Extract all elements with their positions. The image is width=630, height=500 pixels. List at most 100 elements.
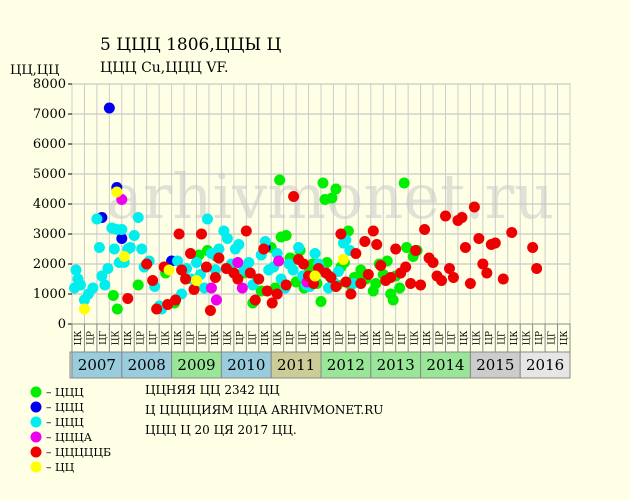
quarter-label: ЦР xyxy=(535,331,545,345)
quarter-label: ЦК xyxy=(311,331,321,346)
year-cell xyxy=(270,351,322,379)
data-point xyxy=(298,258,310,270)
quarter-label: ЦК xyxy=(174,331,184,346)
quarter-label: ЦК xyxy=(224,331,234,346)
year-cell xyxy=(171,351,222,379)
data-point xyxy=(359,236,371,247)
quarter-label: ЦР xyxy=(87,331,97,345)
data-point xyxy=(91,213,103,225)
y-tick-label: 1000 xyxy=(33,287,66,302)
data-point xyxy=(103,102,115,114)
data-point xyxy=(355,278,367,289)
legend-label: – ЦЦЦЦЦБ xyxy=(46,446,111,459)
data-point xyxy=(464,278,476,289)
data-point xyxy=(261,285,273,297)
data-point xyxy=(243,257,255,268)
data-point xyxy=(330,281,342,292)
data-point xyxy=(185,248,197,259)
data-point xyxy=(213,252,225,264)
data-point xyxy=(350,248,362,259)
chart-title: 5 ЦЦЦ 1806,ЦЦЫ Ц xyxy=(100,35,282,55)
quarter-label: ЦК xyxy=(211,331,221,346)
legend-label: – ЦЦЦ xyxy=(46,416,84,429)
data-point xyxy=(371,239,383,250)
year-label: 2010 xyxy=(227,356,265,374)
year-label: 2012 xyxy=(327,356,365,374)
legend-marker xyxy=(30,461,42,473)
data-point xyxy=(124,242,136,253)
data-point xyxy=(527,242,539,253)
y-tick-label: 5000 xyxy=(33,167,66,182)
year-cell xyxy=(220,351,272,379)
quarter-label: ЦГ xyxy=(498,331,508,345)
data-point xyxy=(74,279,86,291)
quarter-label: ЦР xyxy=(336,331,346,345)
y-tick-label: 4000 xyxy=(33,197,66,212)
quarter-label: ЦК xyxy=(510,331,520,346)
year-cell xyxy=(121,351,173,379)
year-label: 2016 xyxy=(526,356,564,374)
year-label: 2008 xyxy=(128,356,166,374)
data-point xyxy=(309,270,321,282)
data-point xyxy=(170,294,182,306)
year-cell xyxy=(320,351,372,379)
data-point xyxy=(427,257,439,268)
data-point xyxy=(317,177,329,189)
data-point xyxy=(240,225,252,237)
data-point xyxy=(287,264,299,276)
data-point xyxy=(249,294,261,306)
year-label: 2014 xyxy=(426,356,464,374)
data-point xyxy=(172,255,184,267)
year-cell xyxy=(370,351,422,379)
data-point xyxy=(293,242,305,253)
data-point xyxy=(385,272,397,283)
info-date: ЦЦЦ Ц 20 ЦЯ 2017 ЦЦ. xyxy=(145,423,297,437)
quarter-label: ЦК xyxy=(361,331,371,346)
data-point xyxy=(107,290,119,301)
data-point xyxy=(162,299,174,310)
data-point xyxy=(370,278,382,289)
data-point xyxy=(163,264,175,276)
year-label: 2015 xyxy=(476,356,514,374)
data-point xyxy=(459,242,471,253)
data-point xyxy=(78,303,90,315)
data-point xyxy=(173,228,185,240)
quarter-label: ЦК xyxy=(473,331,483,346)
data-point xyxy=(253,273,265,285)
data-point xyxy=(497,273,509,285)
data-point xyxy=(147,275,159,286)
quarter-label: ЦК xyxy=(273,331,283,346)
legend-label: – ЦЦЦА xyxy=(46,431,93,444)
data-point xyxy=(473,233,485,244)
data-point xyxy=(221,233,233,244)
data-point xyxy=(335,228,347,240)
data-point xyxy=(141,258,153,270)
data-point xyxy=(87,282,99,294)
legend-label: – ЦЦ xyxy=(46,461,75,474)
legend-marker xyxy=(30,446,42,458)
data-point xyxy=(387,294,399,306)
data-point xyxy=(321,257,333,268)
data-point xyxy=(233,239,245,250)
data-point xyxy=(405,278,417,289)
quarter-label: ЦР xyxy=(286,331,296,345)
year-cell xyxy=(519,351,571,379)
y-tick-label: 6000 xyxy=(33,137,66,152)
data-point xyxy=(191,257,202,268)
data-point xyxy=(188,284,200,295)
data-point xyxy=(506,227,518,238)
data-point xyxy=(340,276,352,288)
data-point xyxy=(118,251,130,262)
data-point xyxy=(122,293,134,304)
quarter-label: ЦР xyxy=(485,331,495,345)
data-point xyxy=(108,243,120,255)
data-point xyxy=(390,243,402,255)
data-point xyxy=(398,177,410,189)
data-point xyxy=(375,260,387,271)
y-axis-label: ЦЦ,ЦЦ xyxy=(10,63,59,78)
data-point xyxy=(244,267,256,279)
quarter-label: ЦК xyxy=(323,331,333,346)
data-point xyxy=(99,279,111,291)
quarter-label: ЦГ xyxy=(348,331,358,345)
